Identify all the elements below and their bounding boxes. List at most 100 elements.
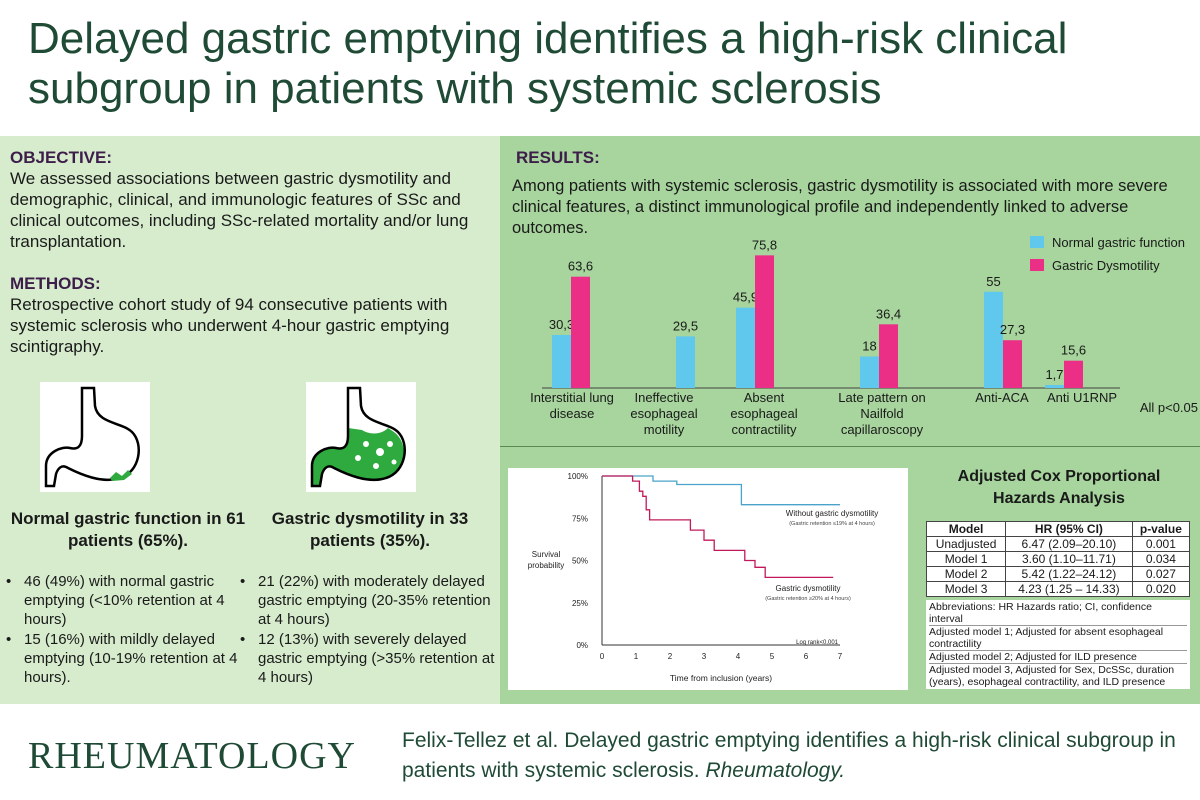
divider [500,446,1200,447]
x-tick-label: 5 [770,652,775,661]
bar [1064,360,1083,388]
cox-notes: Abbreviations: HR Hazards ratio; CI, con… [926,600,1190,689]
normal-group-list: 46 (49%) with normal gastric emptying (<… [6,572,246,688]
dysmotility-group-title: Gastric dysmotility in 33 patients (35%)… [271,509,469,550]
table-row: Unadjusted 6.47 (2.09–20.10) 0.001 [925,536,1191,552]
results-heading: RESULTS: [516,148,600,167]
bar [571,276,590,388]
list-item: 21 (22%) with moderately delayed gastric… [240,572,496,629]
y-axis-label: Survival probability [528,550,564,570]
data-label: 29,5 [673,318,698,333]
note: Adjusted model 2; Adjusted for ILD prese… [929,651,1187,664]
bar [1003,340,1022,388]
results-text: Among patients with systemic sclerosis, … [512,177,1168,237]
series-label: Gastric dysmotility [776,584,841,593]
cell: Model 1 [925,551,1007,567]
category-label: Interstitial lung disease [530,390,614,421]
x-tick-label: 4 [736,652,741,661]
column-header: p-value [1131,521,1191,537]
x-axis-label: Time from inclusion (years) [670,673,772,683]
bar [1045,385,1064,388]
series-sublabel: (Gastric retention ≥20% at 4 hours) [765,596,851,602]
cell: 4.23 (1.25 – 14.33) [1005,581,1133,597]
list-item: 46 (49%) with normal gastric emptying (<… [6,572,246,629]
cell: 0.034 [1131,551,1191,567]
methods-heading: METHODS: [10,274,101,293]
list-item: 15 (16%) with mildly delayed emptying (1… [6,630,246,687]
journal-logo: RHEUMATOLOGY [28,735,356,777]
cell: 6.47 (2.09–20.10) [1005,536,1133,552]
legend-label: Gastric Dysmotility [1052,258,1160,273]
column-header: Model [925,521,1007,537]
cell: Model 3 [925,581,1007,597]
x-tick-label: 0 [600,652,605,661]
dysmotility-group-list: 21 (22%) with moderately delayed gastric… [240,572,496,688]
citation-journal: Rheumatology. [705,759,846,782]
x-tick-label: 1 [634,652,639,661]
left-panel: OBJECTIVE: We assessed associations betw… [0,136,500,704]
data-label: 45,9 [733,290,758,305]
bar [984,291,1003,388]
bar [552,334,571,388]
table-row: Model 1 3.60 (1.10–11.71) 0.034 [925,551,1191,567]
cell: 0.020 [1131,581,1191,597]
x-tick-label: 3 [702,652,707,661]
table-row: Model 3 4.23 (1.25 – 14.33) 0.020 [925,581,1191,597]
cox-table: Model HR (95% CI) p-value Unadjusted 6.47… [925,521,1191,597]
objective-text: We assessed associations between gastric… [10,169,469,251]
cell: Unadjusted [925,536,1007,552]
logrank-note: Log rank<0.001 [796,640,839,646]
data-label: 15,6 [1061,343,1086,358]
y-tick-label: 75% [572,514,588,523]
citation-text: Felix-Tellez et al. Delayed gastric empt… [402,729,1176,782]
column-header: HR (95% CI) [1005,521,1133,537]
series-label: Without gastric dysmotility [786,509,878,518]
km-survival-chart: 0% 25% 50% 75% 100% 0 1 2 3 4 5 6 7 Survival probabili… [508,468,908,690]
category-label: Absent esophageal contractility [730,390,797,437]
bar [676,336,695,388]
y-tick-label: 100% [568,472,588,481]
survival-curve [602,475,834,579]
bar [755,255,774,388]
cell: 0.027 [1131,566,1191,582]
normal-group-title: Normal gastric function in 61 patients (… [10,509,246,550]
data-label: 27,3 [1000,322,1025,337]
legend-swatch [1030,236,1044,248]
significance-note: All p<0.05 [1140,400,1198,415]
category-label: Anti-ACA [975,390,1029,405]
cox-title: Adjusted Cox Proportional Hazards Analys… [957,468,1161,507]
normal-stomach-icon [40,382,150,492]
cell: 5.42 (1.22–24.12) [1005,566,1133,582]
note: Abbreviations: HR Hazards ratio; CI, con… [929,601,1187,626]
x-tick-label: 6 [804,652,809,661]
bar-chart: 30,3 29,5 45,9 18 55 1,7 63,6 75,8 36,4 27,3 15,6 I… [530,235,1198,437]
poster-title: Delayed gastric emptying identifies a hi… [28,14,1068,113]
survival-curve [602,475,840,506]
series-sublabel: (Gastric retention ≤19% at 4 hours) [789,521,875,527]
y-tick-label: 25% [572,599,588,608]
footer-divider [0,708,1200,710]
y-tick-label: 0% [576,641,588,650]
data-label: 75,8 [752,237,777,252]
bar [860,356,879,388]
data-label: 55 [986,274,1000,289]
legend-label: Normal gastric function [1052,235,1185,250]
y-tick-label: 50% [572,557,588,566]
bar [879,324,898,388]
dysmotility-stomach-icon [306,382,416,492]
x-tick-label: 7 [838,652,843,661]
objective-heading: OBJECTIVE: [10,148,113,167]
cell: 3.60 (1.10–11.71) [1005,551,1133,567]
data-label: 30,3 [549,317,574,332]
cell: Model 2 [925,566,1007,582]
category-label: Anti U1RNP [1047,390,1117,405]
table-row: Model 2 5.42 (1.22–24.12) 0.027 [925,566,1191,582]
citation: Felix-Tellez et al. Delayed gastric empt… [402,726,1182,786]
legend-swatch [1030,259,1044,271]
data-label: 1,7 [1045,367,1063,382]
category-label: Ineffective esophageal motility [630,390,697,437]
methods-text: Retrospective cohort study of 94 consecu… [10,295,450,356]
note: Adjusted model 1; Adjusted for absent es… [929,626,1187,651]
data-label: 18 [862,339,876,354]
category-label: Late pattern on Nailfold capillaroscopy [838,390,925,437]
